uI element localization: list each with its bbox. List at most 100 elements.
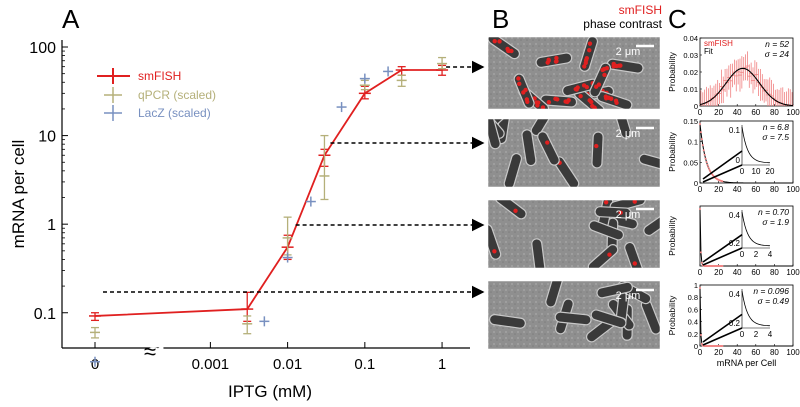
c-inset-xtick: 4 — [768, 330, 773, 339]
c-xtick-label: 40 — [733, 185, 742, 194]
mrna-spot — [523, 87, 528, 93]
micrograph-tile: 2 μm — [487, 199, 661, 269]
c-hist-point — [703, 153, 706, 156]
panel-b-letter: B — [492, 4, 509, 34]
cell-body — [596, 281, 633, 299]
c-inset-curve — [741, 126, 771, 164]
c-hist-point — [699, 131, 702, 134]
c-hist-point — [707, 166, 710, 169]
c-ytick-label: 0.2 — [688, 330, 698, 339]
c-inset-xtick: 4 — [768, 250, 773, 259]
c-ylabel: Probability — [667, 295, 677, 335]
c-zoom-line — [702, 234, 743, 263]
mrna-spot — [618, 210, 623, 215]
c-hist-point — [706, 163, 709, 166]
c-annotation-n: n = 52 — [765, 39, 789, 49]
mrna-spot — [513, 208, 518, 213]
b-legend-phase: phase contrast — [583, 17, 662, 31]
c-ytick-label: 0.02 — [683, 68, 698, 77]
c-ytick-label: 0.15 — [683, 117, 698, 126]
c-inset-xtick: 10 — [752, 167, 761, 176]
c-hist-point — [721, 180, 724, 183]
c-xtick-label: 20 — [714, 268, 723, 277]
c-inset-xtick: 0 — [740, 330, 745, 339]
a-xtick-label: 1 — [438, 356, 446, 373]
c-hist-point — [708, 168, 711, 171]
c-hist-point — [699, 287, 701, 290]
a-ytick-label: 0.1 — [34, 306, 56, 323]
cell-body — [545, 281, 564, 308]
a-legend: smFISH qPCR (scaled) LacZ (scaled) — [97, 68, 216, 121]
cell-body — [488, 119, 501, 150]
c-hist-point — [709, 170, 712, 173]
bacterium-cell — [624, 241, 645, 268]
mrna-spot — [582, 64, 587, 69]
bacterium-cell — [488, 223, 502, 260]
a-ytick-label: 10 — [38, 129, 56, 146]
c-xtick-label: 40 — [733, 348, 742, 357]
mrna-spot — [534, 100, 539, 105]
micrograph-tile: 2 μm — [487, 118, 661, 188]
c-inset-xtick: 0 — [740, 250, 745, 259]
cell-body — [488, 314, 526, 329]
cell-body — [530, 119, 556, 137]
cell-body — [503, 152, 523, 187]
a-arrows — [103, 60, 485, 299]
mrna-spot — [607, 252, 612, 257]
c-ytick-label: 0.01 — [683, 85, 698, 94]
c-hist-point — [701, 144, 704, 147]
c-inset-curve — [741, 290, 771, 327]
c-ytick-label: 0.8 — [688, 293, 698, 302]
bacterium-cell — [579, 37, 599, 72]
mrna-spot — [546, 99, 552, 105]
mrna-spot — [575, 85, 580, 90]
c-inset-ytick: 0 — [736, 156, 741, 165]
c-annotation-sigma: σ = 24 — [765, 49, 790, 59]
cell-body — [494, 200, 527, 220]
c-hist-point — [699, 251, 702, 254]
c-ytick-label: 0 — [694, 179, 698, 188]
mrna-spot — [632, 200, 637, 204]
c-annotation-sigma: σ = 7.5 — [762, 132, 789, 142]
cell-body — [588, 220, 625, 241]
c-annotation-n: n = 0.096 — [753, 286, 789, 296]
bacterium-cell — [521, 129, 537, 167]
scale-bar-label: 2 μm — [616, 46, 641, 58]
c-hist-point — [699, 123, 701, 126]
bacterium-cell — [537, 131, 560, 166]
c-ytick-label: 0.1 — [688, 138, 698, 147]
cell-body — [537, 131, 560, 166]
c-xlabel: mRNA per Cell — [717, 358, 777, 368]
mrna-spot — [566, 97, 571, 103]
c-zoom-line — [702, 313, 743, 343]
bacterium-cell — [587, 244, 619, 268]
mrna-spot — [608, 96, 614, 101]
c-xtick-label: 80 — [770, 108, 779, 117]
c-ytick-label: 0.03 — [683, 51, 698, 60]
c-hist-point — [700, 261, 703, 264]
mrna-spot — [602, 72, 607, 78]
c-annotation-n: n = 6.8 — [763, 122, 790, 132]
micrograph-border — [487, 36, 661, 110]
cell-body — [531, 238, 546, 268]
c-inset-ytick: 0.2 — [729, 239, 741, 248]
bacterium-cell — [503, 152, 523, 187]
scale-bar-label: 2 μm — [616, 209, 641, 221]
mrna-spot — [497, 39, 502, 44]
mrna-spot — [632, 261, 637, 266]
mrna-spot — [590, 103, 595, 109]
panel-c: 0 20 40 60 80 10000.010.020.030.04Probability… — [667, 34, 800, 368]
c-xtick-label: 100 — [786, 185, 800, 194]
c-zoom-line — [702, 327, 743, 346]
cell-body — [521, 129, 537, 167]
c-hist-point — [700, 342, 703, 345]
c-xtick-label: 100 — [786, 108, 800, 117]
c-inset-ytick: 0.1 — [729, 126, 741, 135]
cell-body — [638, 153, 660, 172]
c-annotation-sigma: σ = 1.9 — [762, 217, 789, 227]
c-inset-ytick: 0.4 — [729, 211, 741, 220]
c-xtick-label: 0 — [698, 268, 703, 277]
legend-smfish: smFISH — [138, 69, 181, 83]
c-inset-ytick: 0.2 — [729, 319, 741, 328]
c-xtick-label: 0 — [698, 348, 703, 357]
